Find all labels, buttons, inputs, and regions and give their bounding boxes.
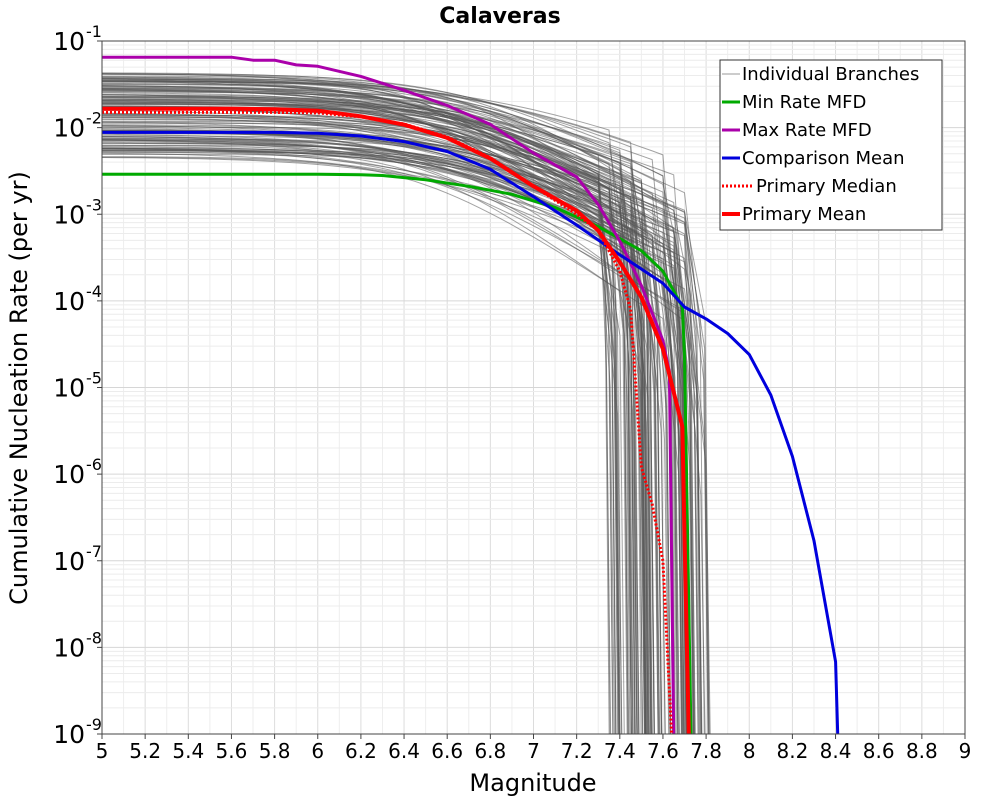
branch-line <box>102 149 638 734</box>
branch-line <box>102 83 620 734</box>
branch-line <box>102 84 672 734</box>
y-tick-label: 10 <box>53 114 85 143</box>
x-tick-label: 5.4 <box>172 739 204 763</box>
legend: Individual Branches Min Rate MFD Max Rate … <box>719 59 943 231</box>
chart-title: Calaveras <box>439 4 560 29</box>
branch-line <box>102 98 679 734</box>
y-axis-label: Cumulative Nucleation Rate (per yr) <box>5 171 33 605</box>
y-tick-label: 10 <box>53 200 85 229</box>
branch-line <box>102 117 610 734</box>
y-axis-ticks: 10-110-210-310-410-510-610-710-810-9 <box>53 22 102 749</box>
x-tick-label: 5.2 <box>129 739 161 763</box>
x-tick-label: 9 <box>959 739 972 763</box>
y-tick-exponent: -5 <box>86 369 102 388</box>
branch-line <box>102 104 623 734</box>
x-tick-label: 8 <box>743 739 756 763</box>
branch-line <box>102 144 623 734</box>
x-tick-label: 7.2 <box>561 739 593 763</box>
x-axis-label: Magnitude <box>469 769 596 797</box>
branch-line <box>102 105 639 734</box>
y-tick-label: 10 <box>53 287 85 316</box>
branch-line <box>102 148 636 734</box>
branch-line <box>102 153 687 734</box>
x-tick-label: 8.2 <box>776 739 808 763</box>
y-tick-label: 10 <box>53 720 85 749</box>
y-tick-exponent: -8 <box>86 628 102 647</box>
branch-line <box>102 112 621 734</box>
y-tick-exponent: -7 <box>86 542 102 561</box>
branch-line <box>102 136 649 734</box>
legend-box <box>719 59 943 231</box>
branch-line <box>102 148 652 734</box>
legend-label: Comparison Mean <box>742 148 905 169</box>
branch-line <box>102 76 642 734</box>
x-tick-label: 5.8 <box>259 739 291 763</box>
series-lines <box>102 55 840 734</box>
branch-line <box>102 116 670 734</box>
legend-label: Min Rate MFD <box>742 92 866 113</box>
branch-line <box>102 80 619 734</box>
x-tick-label: 7.6 <box>647 739 679 763</box>
x-tick-label: 8.8 <box>906 739 938 763</box>
branch-line <box>102 90 671 734</box>
y-tick-label: 10 <box>53 460 85 489</box>
x-tick-label: 7.4 <box>604 739 636 763</box>
branch-line <box>102 85 653 734</box>
x-tick-label: 6.6 <box>431 739 463 763</box>
x-tick-label: 5 <box>96 739 109 763</box>
y-tick-label: 10 <box>53 633 85 662</box>
legend-label: Primary Mean <box>742 204 866 225</box>
x-tick-label: 7.8 <box>690 739 722 763</box>
branch-line <box>102 72 632 734</box>
x-tick-label: 8.4 <box>820 739 852 763</box>
branch-line <box>102 96 650 734</box>
x-tick-label: 6 <box>311 739 324 763</box>
branch-line <box>102 149 646 734</box>
x-axis-ticks: 5 5.2 5.4 5.6 5.8 6 6.2 6.4 6.6 6.8 7 7.2 7.4 7.6 7.8 8… <box>96 734 972 763</box>
legend-label: Max Rate MFD <box>742 120 872 141</box>
branch-line <box>102 138 700 734</box>
branch-line <box>102 89 652 734</box>
individual-branches <box>102 72 711 734</box>
branch-line <box>102 79 646 734</box>
branch-line <box>102 113 674 734</box>
y-tick-label: 10 <box>53 547 85 576</box>
x-tick-label: 6.2 <box>345 739 377 763</box>
series-primary-median <box>102 110 674 734</box>
x-tick-label: 6.4 <box>388 739 420 763</box>
x-tick-label: 6.8 <box>474 739 506 763</box>
y-tick-exponent: -2 <box>86 109 102 128</box>
branch-line <box>102 146 696 734</box>
legend-label: Individual Branches <box>742 64 919 85</box>
branch-line <box>102 149 647 734</box>
y-tick-exponent: -6 <box>86 455 102 474</box>
branch-line <box>102 150 687 734</box>
series-comparison-mean <box>102 130 840 734</box>
y-tick-label: 10 <box>53 374 85 403</box>
branch-line <box>102 147 650 734</box>
legend-label: Primary Median <box>756 176 897 197</box>
branch-line <box>102 118 619 734</box>
y-tick-exponent: -4 <box>86 282 102 301</box>
y-tick-exponent: -9 <box>86 715 102 734</box>
y-tick-label: 10 <box>53 27 85 56</box>
y-tick-exponent: -1 <box>86 22 102 41</box>
series-primary-mean <box>102 106 691 734</box>
y-tick-exponent: -3 <box>86 195 102 214</box>
branch-line <box>102 94 652 734</box>
x-tick-label: 8.6 <box>863 739 895 763</box>
branch-line <box>102 78 683 734</box>
x-tick-label: 5.6 <box>216 739 248 763</box>
series-max-rate-mfd <box>102 55 676 734</box>
x-tick-label: 7 <box>527 739 540 763</box>
branch-line <box>102 139 640 734</box>
series-min-rate-mfd <box>102 172 693 734</box>
